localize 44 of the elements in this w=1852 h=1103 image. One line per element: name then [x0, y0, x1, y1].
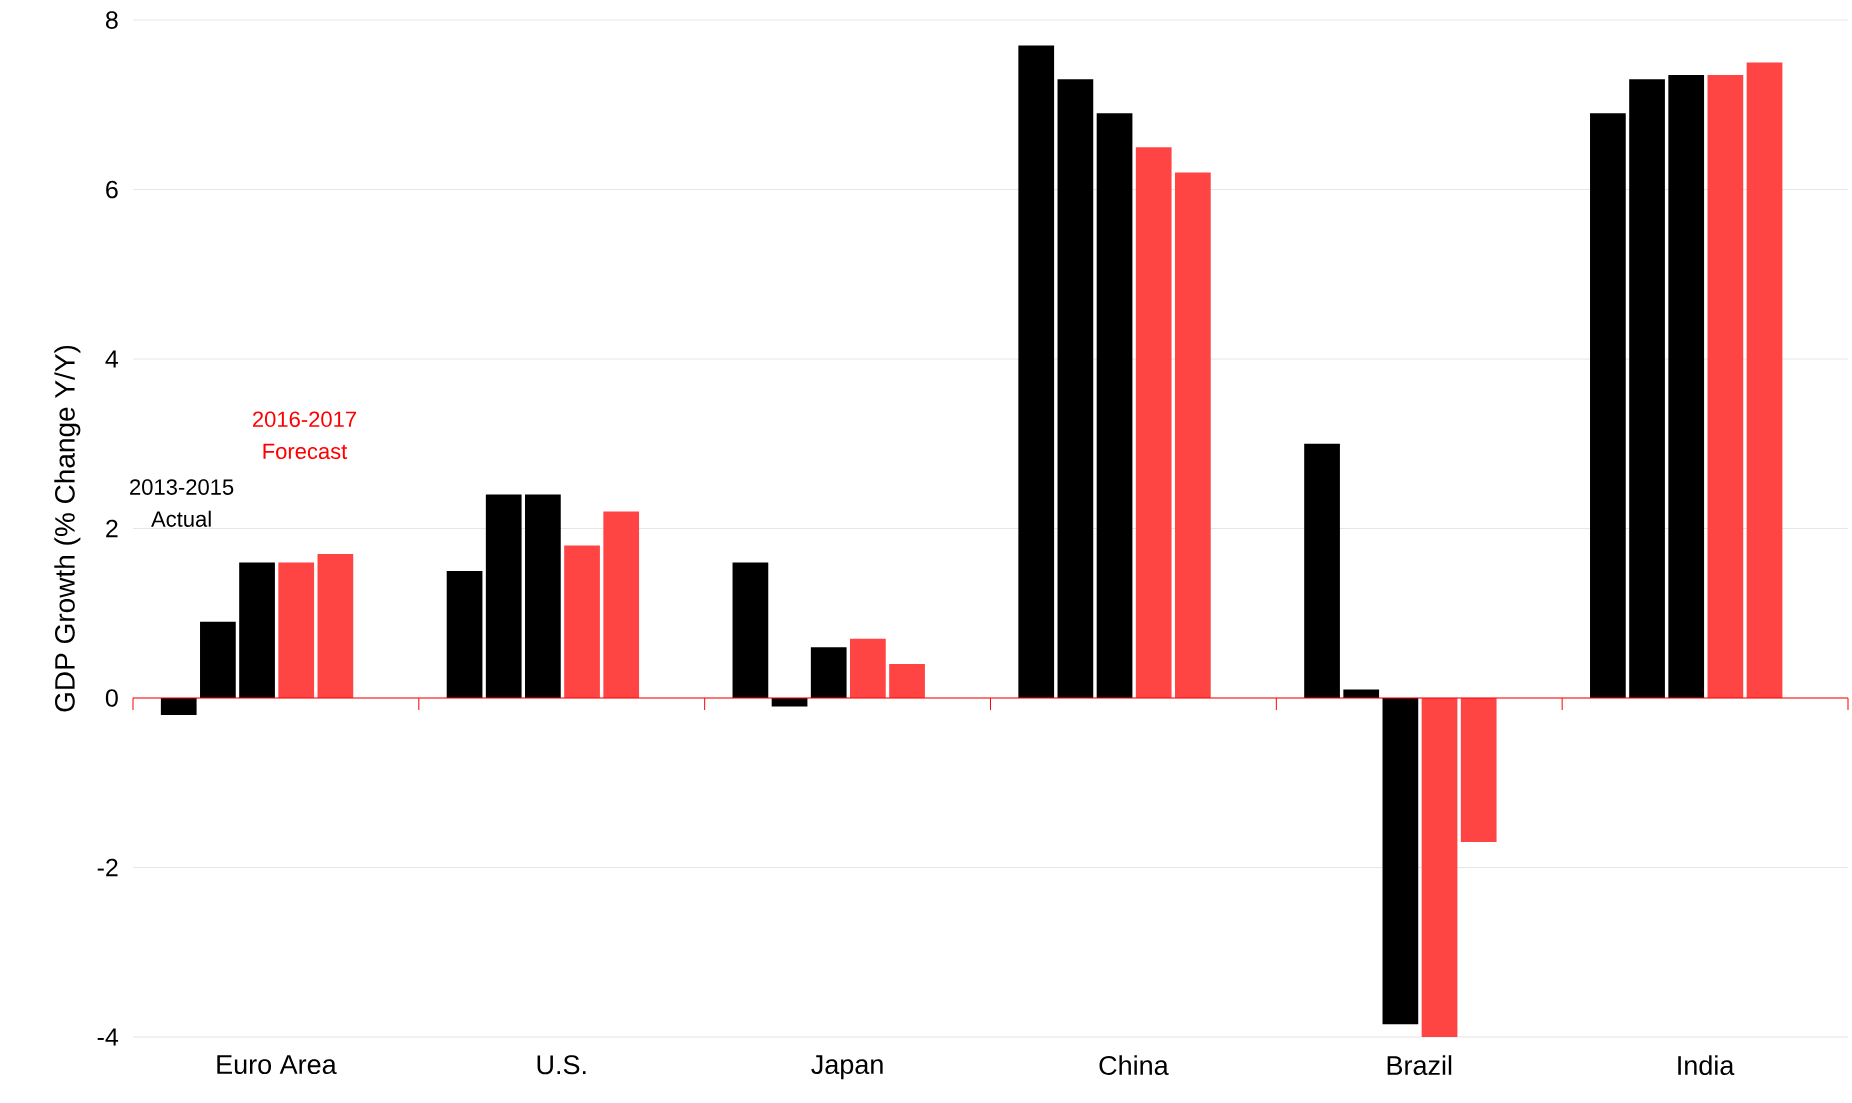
bar [160, 698, 197, 715]
bar [239, 562, 275, 699]
bar [1057, 79, 1094, 699]
bar [525, 494, 561, 699]
x-tick-label: U.S. [537, 1055, 586, 1075]
bar [1304, 443, 1340, 699]
bar [1746, 62, 1783, 699]
bar [732, 562, 769, 699]
x-tick-label: India [1678, 1055, 1735, 1076]
x-tick-label: Brazil [1387, 1055, 1452, 1076]
annotation: 2016-2017 Forecast [253, 411, 356, 460]
y-tick-label: 6 [106, 180, 118, 199]
bar [200, 621, 236, 699]
y-tick-label: 2 [106, 519, 118, 538]
bar [603, 511, 640, 699]
bar [1421, 698, 1458, 1037]
bar [317, 553, 354, 699]
bar [1382, 698, 1419, 1025]
y-tick-label: 0 [105, 689, 118, 707]
bar [1629, 79, 1665, 699]
bar [446, 570, 483, 699]
bar [1668, 75, 1705, 699]
y-tick-label: 8 [105, 11, 118, 29]
y-tick-label: 4 [105, 350, 119, 368]
y-axis-title: GDP Growth (% Change Y/Y) [54, 345, 81, 712]
bar [889, 664, 925, 699]
bar [1018, 45, 1055, 699]
bar [1707, 75, 1744, 699]
bar [1590, 113, 1626, 699]
bar [810, 647, 847, 699]
x-tick-label: China [1099, 1055, 1169, 1076]
x-tick-label: Euro Area [217, 1055, 337, 1075]
bar [1460, 698, 1497, 843]
x-tick-label: Japan [811, 1055, 883, 1080]
bar [1135, 147, 1172, 699]
annotation: 2013-2015 Actual [130, 479, 234, 527]
bar [850, 638, 886, 699]
bar [485, 494, 522, 699]
bar [278, 562, 315, 699]
bar [1096, 113, 1133, 699]
bar [564, 545, 600, 699]
y-tick-label: -2 [97, 858, 118, 877]
y-tick-label: -4 [97, 1028, 119, 1046]
bar [1175, 172, 1211, 699]
